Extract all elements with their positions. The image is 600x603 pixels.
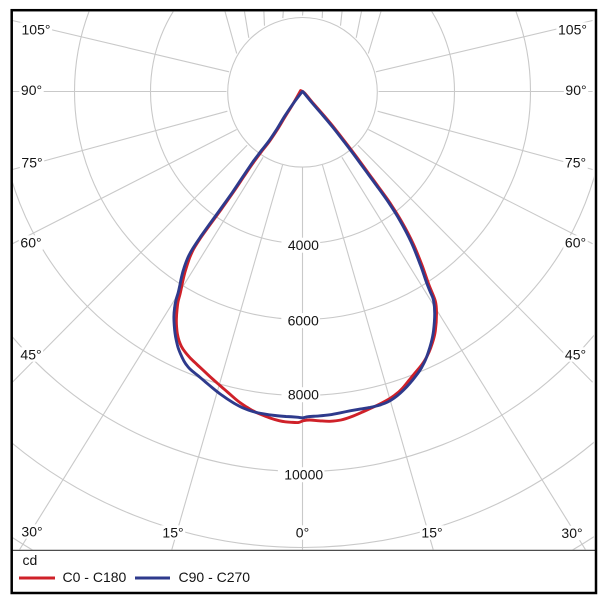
svg-text:90°: 90°: [21, 82, 42, 98]
svg-text:75°: 75°: [21, 155, 42, 171]
svg-text:60°: 60°: [20, 235, 41, 251]
svg-text:8000: 8000: [288, 387, 319, 403]
svg-text:15°: 15°: [421, 525, 442, 541]
svg-text:30°: 30°: [561, 525, 582, 541]
svg-text:45°: 45°: [565, 347, 586, 363]
svg-text:105°: 105°: [558, 22, 587, 38]
svg-text:60°: 60°: [565, 235, 586, 251]
svg-text:75°: 75°: [565, 155, 586, 171]
svg-text:10000: 10000: [284, 467, 323, 483]
svg-text:4000: 4000: [288, 237, 319, 253]
svg-text:30°: 30°: [21, 524, 42, 540]
svg-text:cd: cd: [23, 552, 38, 568]
svg-text:C90 - C270: C90 - C270: [179, 569, 251, 585]
svg-text:6000: 6000: [288, 313, 319, 329]
svg-text:90°: 90°: [565, 82, 586, 98]
svg-text:C0 - C180: C0 - C180: [63, 569, 127, 585]
svg-text:105°: 105°: [22, 22, 51, 38]
svg-text:15°: 15°: [162, 525, 183, 541]
svg-text:0°: 0°: [296, 525, 309, 541]
svg-text:45°: 45°: [20, 347, 41, 363]
